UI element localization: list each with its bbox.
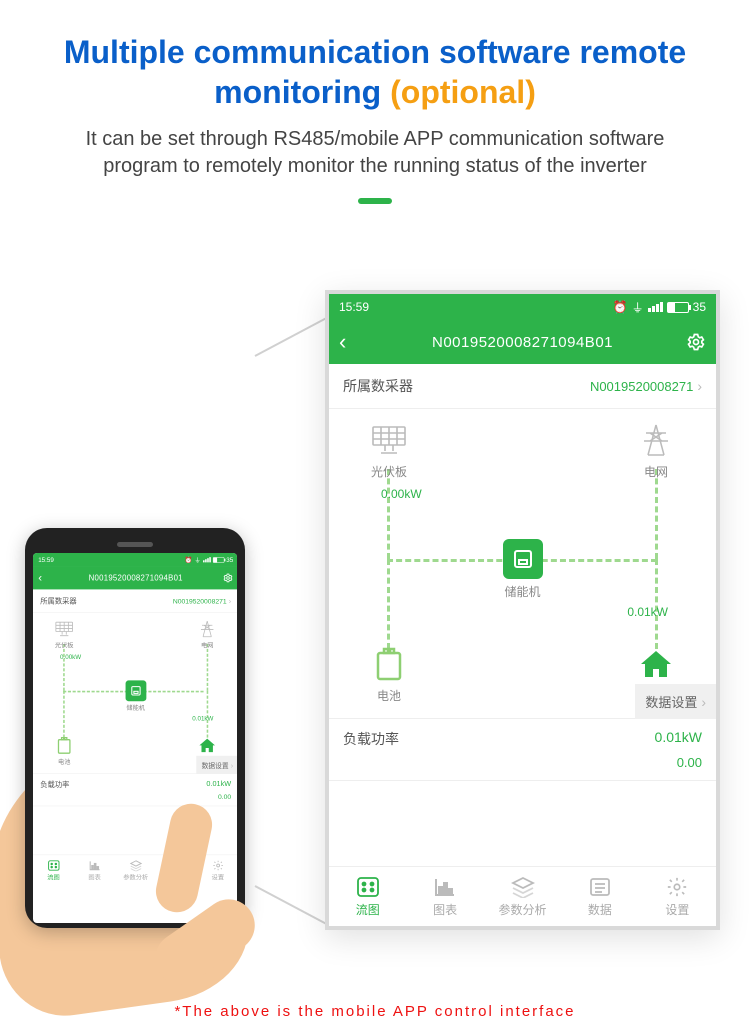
node-battery-label: 电池: [377, 689, 401, 703]
signal-icon: [648, 302, 663, 312]
headline: Multiple communication software remote m…: [0, 0, 750, 112]
wifi-icon: ⏚: [632, 299, 644, 316]
tab-data[interactable]: 数据: [561, 867, 638, 926]
node-grid-label: 电网: [644, 465, 668, 479]
subtext: It can be set through RS485/mobile APP c…: [0, 112, 750, 180]
bottom-tabs: 流图 图表 参数分析 数据 设置: [329, 866, 716, 926]
headline-optional: (optional): [390, 74, 536, 110]
accent-dash: [358, 198, 392, 204]
energy-flow-diagram: 光伏板 电网 储能机 电池: [329, 409, 716, 719]
battery-pct: 35: [693, 300, 706, 314]
node-pv-label: 光伏板: [371, 465, 407, 479]
inverter-icon: [503, 539, 543, 579]
collector-value: N0019520008271: [590, 379, 693, 394]
layers-icon: [511, 876, 535, 898]
tab-label: 图表: [433, 901, 457, 918]
tab-label: 参数分析: [499, 901, 547, 918]
list-icon: [588, 876, 612, 898]
alarm-icon: ⏰: [613, 300, 628, 314]
load-metric-row: 负载功率 0.01kW 0.00: [329, 719, 716, 781]
gear-icon[interactable]: [686, 332, 706, 352]
wifi-icon: ⏚: [195, 555, 201, 564]
hand-holding-phone: 15:59 ⏰ ⏚ 35 ‹ N0019520008271094B01 所属数采…: [0, 578, 290, 1008]
gear-tab-icon: [665, 876, 689, 898]
house-icon: [637, 645, 675, 683]
pv-power-value: 0.00kW: [381, 487, 422, 501]
chevron-right-icon: ›: [697, 378, 702, 394]
tab-label: 流图: [356, 901, 380, 918]
chevron-right-icon: ›: [701, 694, 706, 710]
tab-flow[interactable]: 流图: [329, 867, 406, 926]
data-settings-label: 数据设置: [645, 692, 697, 711]
battery-icon: [213, 557, 224, 563]
solar-panel-icon: [370, 421, 408, 459]
tab-chart[interactable]: 图表: [406, 867, 483, 926]
tab-analysis[interactable]: 参数分析: [484, 867, 561, 926]
page-title: N0019520008271094B01: [359, 334, 686, 351]
signal-icon: [203, 557, 211, 562]
battery-icon: [667, 302, 689, 313]
load-power-value: 0.01kW: [627, 605, 668, 619]
collector-label: 所属数采器: [343, 376, 413, 396]
app-screen-enlarged: 15:59 ⏰ ⏚ 35 ‹ N0019520008271094B01 所属数采…: [325, 290, 720, 930]
tab-settings[interactable]: 设置: [639, 867, 716, 926]
title-bar: ‹ N0019520008271094B01: [329, 320, 716, 364]
status-time: 15:59: [339, 300, 369, 314]
headline-main: Multiple communication software remote m…: [64, 34, 686, 110]
metric-value-2: 0.00: [343, 755, 702, 770]
status-bar: 15:59 ⏰ ⏚ 35: [329, 294, 716, 320]
metric-label: 负载功率: [343, 729, 399, 749]
chart-icon: [433, 876, 457, 898]
flow-icon: [356, 876, 380, 898]
tab-label: 设置: [665, 901, 689, 918]
alarm-icon: ⏰: [185, 556, 193, 563]
data-settings-button[interactable]: 数据设置 ›: [635, 684, 716, 719]
metric-value-1: 0.01kW: [655, 729, 702, 749]
node-battery: 电池: [359, 645, 419, 704]
node-inverter: 储能机: [493, 539, 553, 600]
node-grid: 电网: [626, 421, 686, 480]
node-pv: 光伏板: [359, 421, 419, 480]
battery-node-icon: [370, 645, 408, 683]
zoom-line: [255, 315, 331, 357]
node-inverter-label: 储能机: [504, 585, 540, 599]
grid-tower-icon: [637, 421, 675, 459]
tab-label: 数据: [588, 901, 612, 918]
battery-pct: 35: [226, 556, 233, 563]
back-icon[interactable]: ‹: [339, 329, 359, 355]
status-bar: 15:59 ⏰ ⏚ 35: [33, 553, 237, 567]
collector-row[interactable]: 所属数采器 N0019520008271 ›: [329, 364, 716, 409]
status-time: 15:59: [38, 556, 54, 563]
